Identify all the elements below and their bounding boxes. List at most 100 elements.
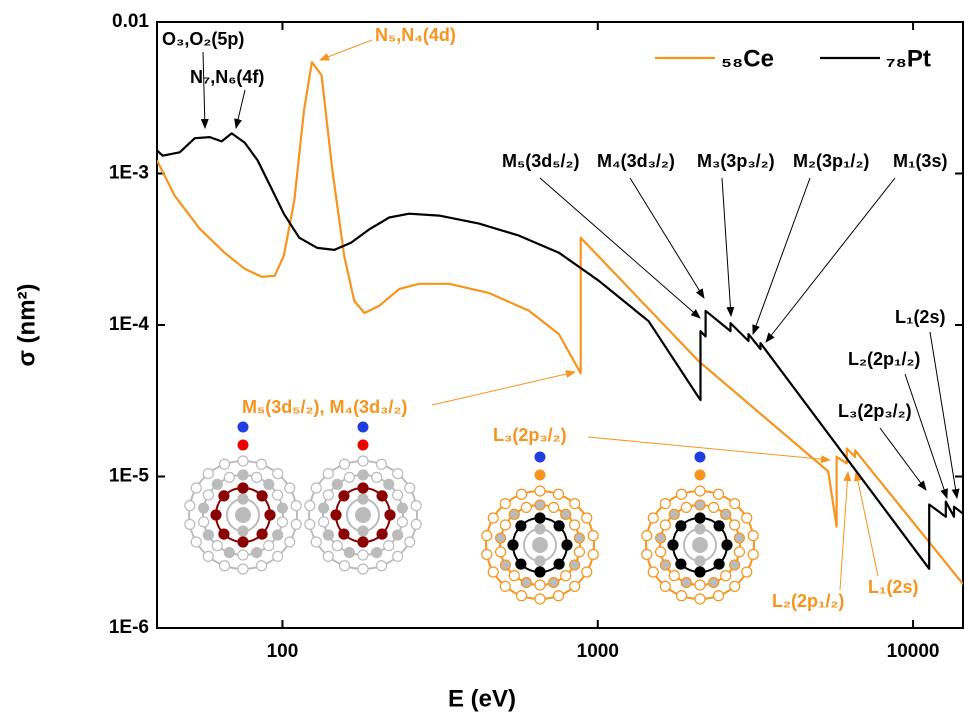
electron [588,531,598,541]
electron [185,519,195,529]
electron [588,549,598,559]
legend-label: ₅₈Ce [721,45,774,72]
electron [535,594,545,604]
electron [695,500,705,510]
electron [669,571,679,581]
electron [358,526,368,536]
electron [340,561,350,571]
electron [212,479,222,489]
electron [570,520,580,530]
electron [191,537,201,547]
electron [311,483,321,493]
electron [220,459,230,469]
electron [393,490,403,500]
electron [676,559,686,569]
electron [748,531,758,541]
arrow [588,437,830,460]
electron [554,559,564,569]
electron [562,540,572,550]
annotation: M₅(3d₅/₂) [502,151,580,171]
electron [488,513,498,523]
electron [277,517,287,527]
annotation: N₇,N₆(4f) [190,67,264,87]
electron [358,483,368,493]
annotation: L₂(2p₁/₂) [848,349,920,369]
electron [256,459,266,469]
arrow [320,40,372,60]
electron [219,491,229,501]
electron [582,513,592,523]
electron [238,526,248,536]
electron [291,519,301,529]
electron [252,472,262,482]
electron [203,551,213,561]
y-tick-label: 1E-6 [109,617,149,638]
electron [397,503,407,513]
electron [535,567,545,577]
electron [695,470,705,480]
electron [677,489,687,499]
electron [397,517,407,527]
electron [656,533,666,543]
electron [277,503,287,513]
electron [535,580,545,590]
electron [238,537,248,547]
electron [339,529,349,539]
electron [714,521,724,531]
nucleus [355,507,371,523]
electron [372,548,382,558]
electron [273,551,283,561]
electron [319,517,329,527]
electron [642,531,652,541]
x-axis-title: E (eV) [448,685,516,712]
electron [238,550,248,560]
electron [535,470,545,480]
electron [695,580,705,590]
electron [305,519,315,529]
electron [695,594,705,604]
annotation: M₁(3s) [893,151,947,171]
y-tick-label: 1E-3 [109,163,149,184]
electron [713,489,723,499]
electron [509,571,519,581]
electron [734,533,744,543]
electron [730,520,740,530]
electron [482,549,492,559]
electron [384,479,394,489]
electron [748,549,758,559]
electron [199,517,209,527]
electron [709,502,719,512]
electron [203,469,213,479]
arrow [840,472,848,590]
electron [285,537,295,547]
electron [570,581,580,591]
electron [393,530,403,540]
electron [695,556,705,566]
electron [273,530,283,540]
electron [574,533,584,543]
electron [265,510,275,520]
electron [393,551,403,561]
electron [224,472,234,482]
arrow [630,178,704,298]
electron [203,490,213,500]
electron [238,564,248,574]
x-tick-label: 100 [267,641,299,662]
nucleus [692,537,708,553]
electron [238,470,248,480]
electron [358,470,368,480]
arrow [203,52,205,128]
electron [372,472,382,482]
electron [509,509,519,519]
electron [554,521,564,531]
electron [323,530,333,540]
electron [264,541,274,551]
electron [516,521,526,531]
electron [574,547,584,557]
electron [714,559,724,569]
electron [482,531,492,541]
electron [376,561,386,571]
x-tick-label: 1000 [577,641,619,662]
electron [695,513,705,523]
arrow [880,428,926,490]
